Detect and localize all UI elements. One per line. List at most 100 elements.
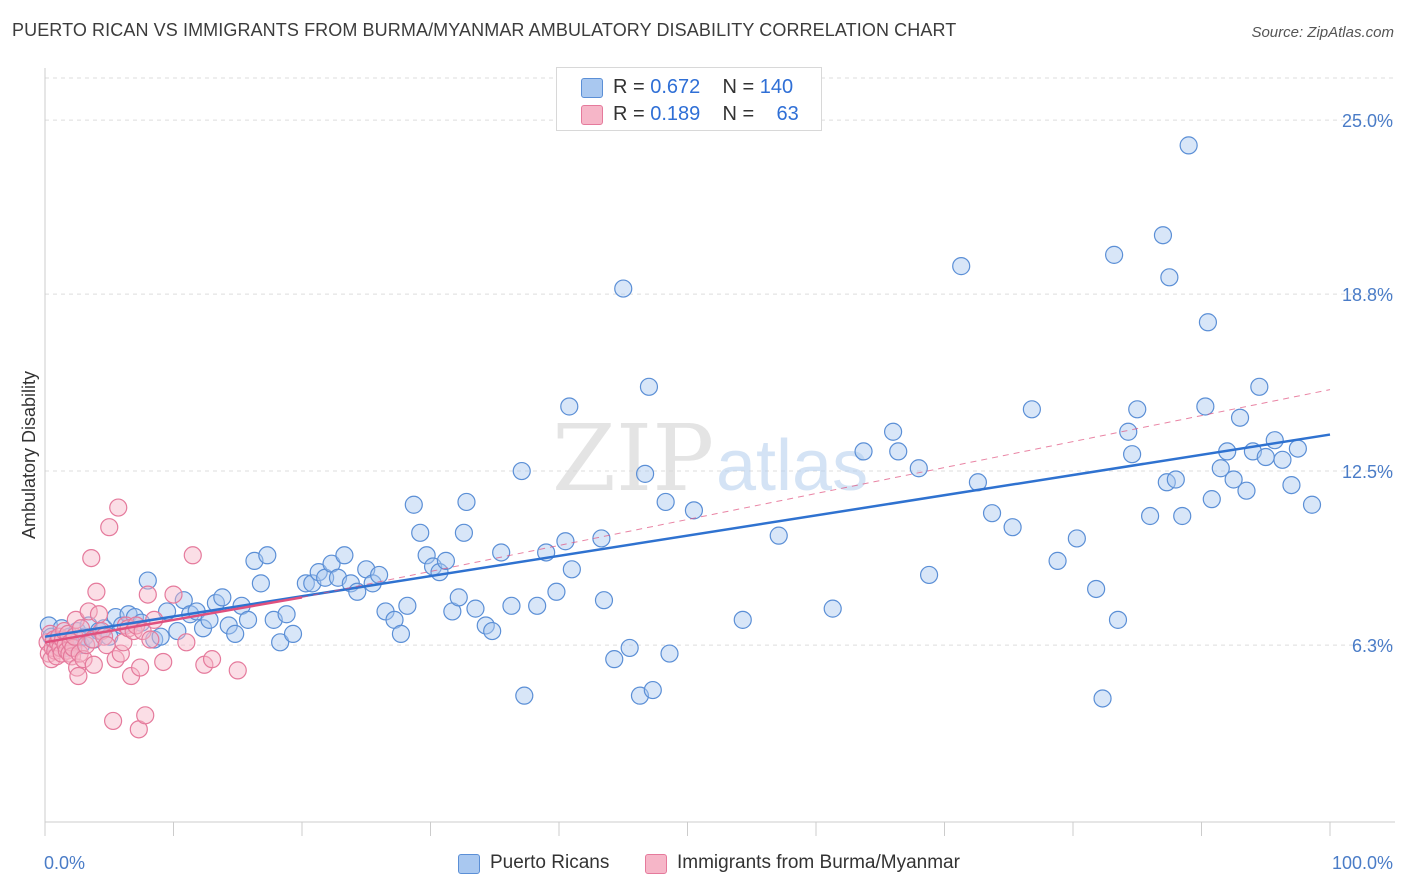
data-point <box>883 422 903 441</box>
data-point <box>909 459 928 478</box>
data-point <box>87 582 106 601</box>
data-point <box>251 574 270 593</box>
data-point <box>226 624 245 643</box>
data-point <box>1123 445 1142 464</box>
data-point <box>130 658 150 677</box>
data-point <box>111 644 130 663</box>
y-tick-label: 25.0% <box>1342 111 1393 131</box>
data-point <box>1087 579 1106 599</box>
data-point <box>436 551 456 570</box>
data-point <box>1140 506 1160 526</box>
data-point <box>982 504 1002 523</box>
data-point <box>1048 551 1067 570</box>
data-point <box>1202 490 1221 509</box>
data-point <box>370 565 389 585</box>
legend-swatch-pink <box>645 854 667 874</box>
data-point <box>106 650 125 669</box>
data-point <box>639 377 659 396</box>
y-tick-label: 6.3% <box>1352 636 1393 656</box>
data-point <box>138 571 157 590</box>
data-point <box>614 279 633 298</box>
data-point <box>183 546 202 565</box>
data-point <box>391 624 411 643</box>
data-point <box>1022 400 1041 419</box>
data-point <box>515 686 534 705</box>
x-tick-label-max: 100.0% <box>1332 853 1393 873</box>
axes <box>44 68 1395 836</box>
data-point <box>1067 529 1086 548</box>
data-point <box>100 518 119 537</box>
data-point <box>1093 689 1112 708</box>
data-point <box>104 711 123 731</box>
data-point <box>635 464 655 483</box>
data-point <box>404 495 423 514</box>
data-point <box>483 621 502 641</box>
data-point <box>84 655 103 674</box>
data-point <box>502 596 521 615</box>
data-point <box>560 397 579 416</box>
data-point <box>594 591 614 610</box>
data-point <box>656 492 675 512</box>
data-point <box>1250 377 1269 396</box>
watermark: ZIP atlas <box>552 405 868 512</box>
trend-line-burma-extension <box>301 389 1331 598</box>
data-point <box>69 666 88 686</box>
data-point <box>228 661 247 680</box>
data-point <box>296 574 315 593</box>
data-point <box>547 582 566 601</box>
data-point <box>213 588 232 607</box>
data-point <box>1302 495 1322 514</box>
data-point <box>335 546 354 565</box>
data-point <box>684 501 704 520</box>
data-point <box>202 650 222 669</box>
data-point <box>271 633 290 652</box>
data-point <box>1230 408 1250 427</box>
data-point <box>79 602 98 621</box>
chart-title: PUERTO RICAN VS IMMIGRANTS FROM BURMA/MY… <box>12 20 957 40</box>
data-point <box>556 532 575 551</box>
legend-r-label: R = <box>613 103 651 125</box>
data-point <box>512 461 531 481</box>
data-point <box>151 627 170 646</box>
data-point <box>1265 431 1284 450</box>
series-legend: Puerto Ricans Immigrants from Burma/Myan… <box>0 852 1406 878</box>
data-point <box>1198 313 1218 332</box>
data-point <box>258 546 277 565</box>
legend-n-label: N = <box>722 103 760 125</box>
data-point <box>417 546 436 565</box>
data-point <box>1173 506 1192 526</box>
data-point <box>1288 439 1307 458</box>
data-point <box>1105 245 1124 264</box>
data-point <box>1237 481 1256 500</box>
legend-swatch-blue <box>458 854 480 874</box>
data-point <box>398 596 417 615</box>
correlation-legend: R = 0.672 N = 140 R = 0.189 N = 63 <box>556 67 822 131</box>
source-note: Source: ZipAtlas.com <box>1251 24 1394 41</box>
data-point <box>109 498 128 517</box>
trend-lines <box>44 389 1331 644</box>
data-point <box>528 596 547 615</box>
data-point <box>620 638 639 658</box>
legend-r-label: R = <box>613 76 651 98</box>
data-point <box>492 543 511 562</box>
y-tick-label: 18.8% <box>1342 285 1393 305</box>
data-point <box>733 610 752 629</box>
data-point <box>889 442 908 461</box>
watermark-zip: ZIP <box>552 405 714 512</box>
data-point <box>457 492 476 512</box>
data-point <box>660 644 679 663</box>
data-point <box>952 257 971 276</box>
watermark-atlas: atlas <box>716 426 868 506</box>
data-point <box>154 652 173 672</box>
y-tick-label: 12.5% <box>1342 462 1393 482</box>
data-point <box>466 599 485 618</box>
legend-r-value: 0.189 <box>650 103 701 125</box>
data-point <box>138 585 157 604</box>
data-point <box>1179 136 1198 155</box>
data-point <box>74 650 93 669</box>
data-point <box>164 585 183 604</box>
data-point <box>1128 400 1147 419</box>
data-point <box>854 442 873 461</box>
data-point <box>449 588 468 607</box>
